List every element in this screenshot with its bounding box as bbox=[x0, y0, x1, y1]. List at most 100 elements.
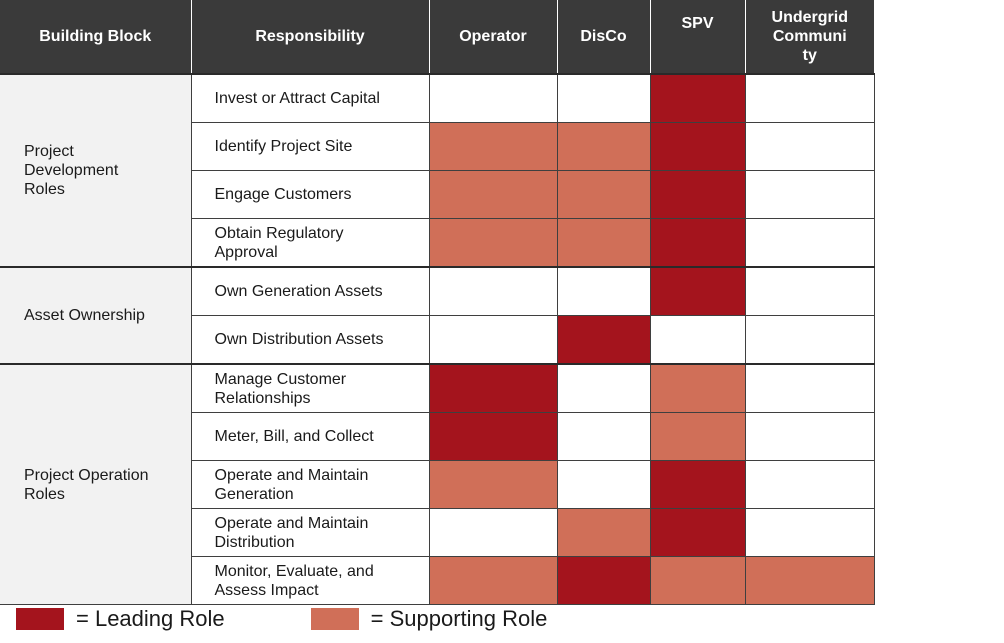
responsibility-cell: Invest or Attract Capital bbox=[190, 73, 430, 123]
role-cell-disco bbox=[556, 266, 651, 316]
role-cell-spv bbox=[649, 218, 746, 268]
role-cell-spv bbox=[649, 412, 746, 461]
table-row: Operate and Maintain Generation bbox=[0, 460, 875, 509]
role-cell-spv bbox=[649, 266, 746, 316]
role-cell-operator bbox=[428, 508, 558, 557]
role-cell-disco bbox=[556, 122, 651, 171]
role-cell-operator bbox=[428, 556, 558, 605]
role-cell-spv bbox=[649, 460, 746, 509]
role-cell-undergrid-community bbox=[744, 508, 875, 557]
responsibility-line: Identify Project Site bbox=[214, 138, 353, 155]
building-block-line: Roles bbox=[24, 485, 65, 503]
role-cell-undergrid-community bbox=[744, 315, 875, 365]
table-row: Monitor, Evaluate, and Assess Impact bbox=[0, 556, 875, 605]
legend-leading-swatch bbox=[16, 608, 64, 630]
legend-supporting-swatch bbox=[310, 608, 359, 630]
role-cell-operator bbox=[428, 412, 558, 461]
role-cell-undergrid-community bbox=[744, 266, 875, 316]
header-undergrid-line-1: Undergrid bbox=[771, 9, 848, 26]
role-cell-disco bbox=[556, 315, 651, 365]
responsibility-cell: Engage Customers bbox=[190, 170, 430, 219]
header-disco: DisCo bbox=[557, 0, 651, 75]
matrix-body: Project Development Roles Invest or Attract… bbox=[0, 73, 875, 605]
table-row: Asset Ownership Own Generation Assets bbox=[0, 266, 875, 365]
role-cell-undergrid-community bbox=[744, 73, 875, 123]
role-cell-undergrid-community bbox=[744, 170, 875, 219]
table-row: Obtain Regulatory Approval bbox=[0, 218, 875, 268]
table-row: Project Development Roles Invest or Attract… bbox=[0, 73, 875, 268]
building-block-line: Project Operation bbox=[24, 466, 149, 484]
header-undergrid-line-3: ty bbox=[802, 47, 817, 64]
role-cell-operator bbox=[428, 460, 558, 509]
table-row: Engage Customers bbox=[0, 170, 875, 219]
table-row: Own Distribution Assets bbox=[0, 315, 875, 365]
roles-matrix-table: Building Block Responsibility Operator D… bbox=[0, 0, 875, 605]
legend-leading-label: = Leading Role bbox=[76, 606, 225, 631]
role-cell-spv bbox=[649, 363, 746, 413]
role-cell-spv bbox=[649, 73, 746, 123]
responsibility-cell: Identify Project Site bbox=[190, 122, 430, 171]
responsibility-cell: Manage Customer Relationships bbox=[190, 363, 430, 413]
legend: = Leading Role = Supporting Role bbox=[16, 606, 547, 632]
responsibility-line: Engage Customers bbox=[214, 186, 352, 203]
legend-supporting: = Supporting Role bbox=[310, 606, 548, 632]
building-block-label: Project Development Roles bbox=[0, 73, 192, 268]
legend-supporting-label: = Supporting Role bbox=[370, 606, 548, 631]
building-block-line: Asset Ownership bbox=[24, 307, 145, 324]
role-cell-spv bbox=[649, 508, 746, 557]
responsibility-line: Manage Customer bbox=[214, 370, 347, 388]
responsibility-line: Obtain Regulatory bbox=[214, 224, 344, 242]
role-cell-spv bbox=[649, 122, 746, 171]
role-cell-undergrid-community bbox=[744, 363, 875, 413]
header-spv: SPV bbox=[650, 0, 746, 75]
building-block-label: Asset Ownership bbox=[0, 266, 192, 365]
role-cell-spv bbox=[649, 556, 746, 605]
role-cell-operator bbox=[428, 73, 558, 123]
responsibility-cell: Own Generation Assets bbox=[190, 266, 430, 316]
responsibility-cell: Operate and Maintain Distribution bbox=[190, 508, 430, 557]
responsibility-line: Own Generation Assets bbox=[214, 283, 383, 300]
role-cell-undergrid-community bbox=[744, 460, 875, 509]
role-cell-operator bbox=[428, 218, 558, 268]
legend-leading: = Leading Role bbox=[16, 606, 225, 632]
role-cell-disco bbox=[556, 363, 651, 413]
responsibility-line: Operate and Maintain bbox=[214, 514, 369, 532]
role-cell-spv bbox=[649, 315, 746, 365]
header-responsibility: Responsibility bbox=[191, 0, 430, 75]
responsibility-line: Operate and Maintain bbox=[214, 466, 369, 484]
responsibility-line: Invest or Attract Capital bbox=[214, 90, 380, 107]
responsibility-line: Assess Impact bbox=[214, 581, 319, 599]
role-cell-operator bbox=[428, 266, 558, 316]
responsibility-line: Own Distribution Assets bbox=[214, 331, 384, 348]
building-block-line: Development bbox=[24, 162, 119, 179]
role-cell-disco bbox=[556, 460, 651, 509]
responsibility-cell: Operate and Maintain Generation bbox=[190, 460, 430, 509]
role-cell-disco bbox=[556, 412, 651, 461]
role-cell-disco bbox=[556, 170, 651, 219]
header-undergrid-community: Undergrid Communi ty bbox=[745, 0, 874, 75]
responsibility-line: Monitor, Evaluate, and bbox=[214, 562, 374, 580]
table-row: Project Operation Roles Manage Customer Rel… bbox=[0, 363, 875, 605]
role-cell-undergrid-community bbox=[744, 218, 875, 268]
role-cell-operator bbox=[428, 122, 558, 171]
role-cell-operator bbox=[428, 315, 558, 365]
header-operator: Operator bbox=[429, 0, 558, 75]
header-row: Building Block Responsibility Operator D… bbox=[0, 0, 874, 75]
table-row: Meter, Bill, and Collect bbox=[0, 412, 875, 461]
role-cell-disco bbox=[556, 508, 651, 557]
building-block-line: Roles bbox=[24, 181, 65, 198]
responsibility-line: Meter, Bill, and Collect bbox=[214, 428, 374, 445]
role-cell-spv bbox=[649, 170, 746, 219]
header-building-block: Building Block bbox=[0, 0, 192, 75]
responsibility-line: Distribution bbox=[214, 533, 295, 551]
responsibility-line: Relationships bbox=[214, 389, 311, 407]
role-cell-disco bbox=[556, 556, 651, 605]
role-cell-disco bbox=[556, 218, 651, 268]
responsibility-cell: Own Distribution Assets bbox=[190, 315, 430, 365]
role-cell-disco bbox=[556, 73, 651, 123]
header-undergrid-line-2: Communi bbox=[772, 28, 847, 45]
role-cell-operator bbox=[428, 363, 558, 413]
role-cell-undergrid-community bbox=[744, 122, 875, 171]
responsibility-cell: Meter, Bill, and Collect bbox=[190, 412, 430, 461]
building-block-line: Project bbox=[24, 143, 74, 160]
